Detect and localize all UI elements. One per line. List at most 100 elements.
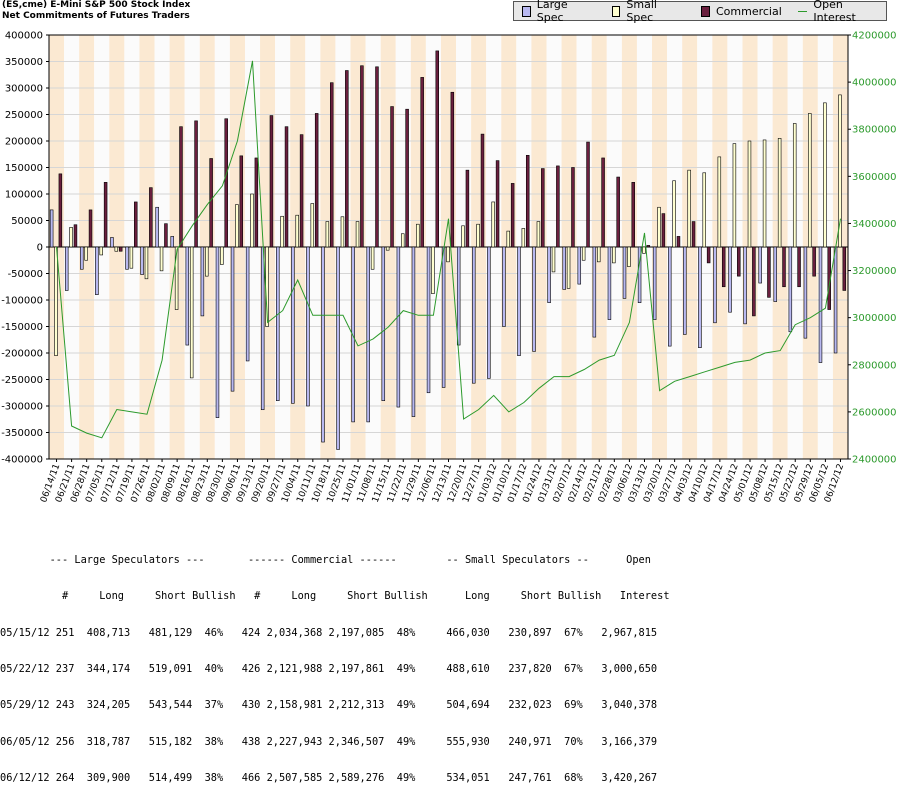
bar-commercial: [254, 157, 259, 248]
left-tick-label: 100000: [5, 190, 43, 201]
bar-small-spec: [596, 246, 601, 263]
bar-small-spec: [114, 246, 119, 252]
bar-small-spec: [144, 246, 149, 280]
left-tick-label: 50000: [11, 216, 43, 227]
legend-label-small: Small Spec: [626, 0, 657, 24]
bar-commercial: [209, 158, 213, 248]
bar-large-spec: [502, 246, 506, 327]
bar-commercial: [330, 82, 334, 248]
bar-commercial: [73, 224, 78, 248]
bar-small-spec: [431, 246, 435, 294]
bar-large-spec: [698, 246, 702, 348]
table-header-groups: --- Large Speculators --- ------ Commerc…: [0, 554, 651, 567]
bar-commercial: [541, 168, 545, 248]
bar-commercial: [420, 77, 424, 248]
bar-small-spec: [536, 221, 541, 248]
bar-commercial: [706, 246, 711, 264]
bar-large-spec: [396, 246, 401, 408]
bar-large-spec: [683, 246, 687, 335]
bar-commercial: [118, 246, 123, 252]
table-row: 05/29/12 243 324,205 543,544 37% 430 2,1…: [0, 699, 658, 712]
chart-title: (ES,cme) E-Mini S&P 500 Stock Index: [2, 0, 191, 10]
bar-small-spec: [702, 172, 706, 248]
bar-large-spec: [592, 246, 597, 338]
bar-large-spec: [140, 246, 144, 275]
right-tick-label: 3800000: [852, 125, 897, 136]
bar-large-spec: [441, 246, 446, 388]
bar-commercial: [797, 246, 801, 288]
legend-commercial: Commercial: [700, 4, 782, 18]
left-tick-label: 0: [37, 243, 43, 254]
bar-small-spec: [642, 246, 646, 254]
legend-swatch-large: [522, 5, 531, 17]
bar-large-spec: [110, 237, 114, 248]
bar-large-spec: [547, 246, 551, 303]
table-header-columns: # Long Short Bullish # Long Short Bullis…: [0, 590, 670, 603]
bar-small-spec: [295, 214, 299, 248]
bar-large-spec: [652, 246, 657, 320]
bar-commercial: [390, 106, 394, 248]
bar-commercial: [375, 66, 379, 248]
bar-commercial: [556, 165, 560, 248]
chart-subtitle: Net Commitments of Futures Traders: [2, 11, 190, 21]
left-tick-label: -100000: [1, 296, 43, 307]
left-tick-label: 400000: [5, 31, 43, 42]
bar-large-spec: [260, 246, 265, 411]
bar-large-spec: [487, 246, 491, 379]
cot-summary-table: --- Large Speculators --- ------ Commerc…: [0, 530, 670, 796]
legend-label-oi: Open Interest: [813, 0, 856, 24]
left-tick-label: -350000: [1, 428, 43, 439]
bar-commercial: [525, 155, 530, 248]
table-row: 05/22/12 237 344,174 519,091 40% 426 2,1…: [0, 663, 658, 676]
bar-commercial: [360, 65, 364, 248]
bar-large-spec: [517, 246, 521, 356]
bar-small-spec: [235, 204, 239, 248]
bar-commercial: [721, 246, 726, 288]
bar-commercial: [842, 246, 847, 291]
bar-large-spec: [230, 246, 235, 392]
right-tick-label: 4200000: [852, 31, 897, 42]
left-tick-label: -150000: [1, 322, 43, 333]
bar-commercial: [134, 201, 138, 248]
left-tick-label: 150000: [5, 163, 43, 174]
bar-large-spec: [245, 246, 250, 362]
bar-commercial: [510, 183, 515, 248]
bar-small-spec: [401, 233, 405, 248]
bar-commercial: [812, 246, 816, 277]
bar-commercial: [284, 126, 289, 248]
legend-open-interest: Open Interest: [797, 0, 886, 24]
bar-large-spec: [125, 246, 129, 270]
bar-small-spec: [566, 246, 571, 289]
bar-commercial: [299, 134, 304, 248]
bar-large-spec: [351, 246, 355, 423]
bar-commercial: [646, 245, 651, 248]
bar-small-spec: [69, 227, 73, 248]
bar-commercial: [782, 246, 786, 288]
legend-label-commercial: Commercial: [715, 4, 782, 18]
bar-large-spec: [64, 246, 69, 291]
right-tick-label: 2800000: [852, 360, 897, 371]
bar-small-spec: [506, 230, 511, 248]
bar-commercial: [661, 213, 666, 248]
bar-large-spec: [49, 209, 54, 248]
bar-large-spec: [622, 246, 627, 299]
bar-small-spec: [491, 201, 495, 248]
bar-commercial: [571, 167, 575, 248]
bar-small-spec: [99, 246, 103, 256]
bar-large-spec: [155, 206, 159, 248]
bar-large-spec: [833, 246, 838, 354]
bar-commercial: [586, 141, 590, 248]
bar-large-spec: [80, 246, 84, 270]
bar-commercial: [616, 176, 620, 248]
bar-small-spec: [250, 193, 254, 248]
bar-small-spec: [777, 138, 782, 248]
bar-commercial: [737, 246, 741, 277]
bar-large-spec: [366, 246, 370, 423]
bar-large-spec: [276, 246, 280, 401]
bar-large-spec: [713, 246, 717, 324]
bar-small-spec: [159, 246, 164, 272]
bar-large-spec: [607, 246, 612, 320]
left-tick-label: 250000: [5, 110, 43, 121]
bar-small-spec: [808, 113, 812, 248]
bar-large-spec: [728, 246, 732, 313]
